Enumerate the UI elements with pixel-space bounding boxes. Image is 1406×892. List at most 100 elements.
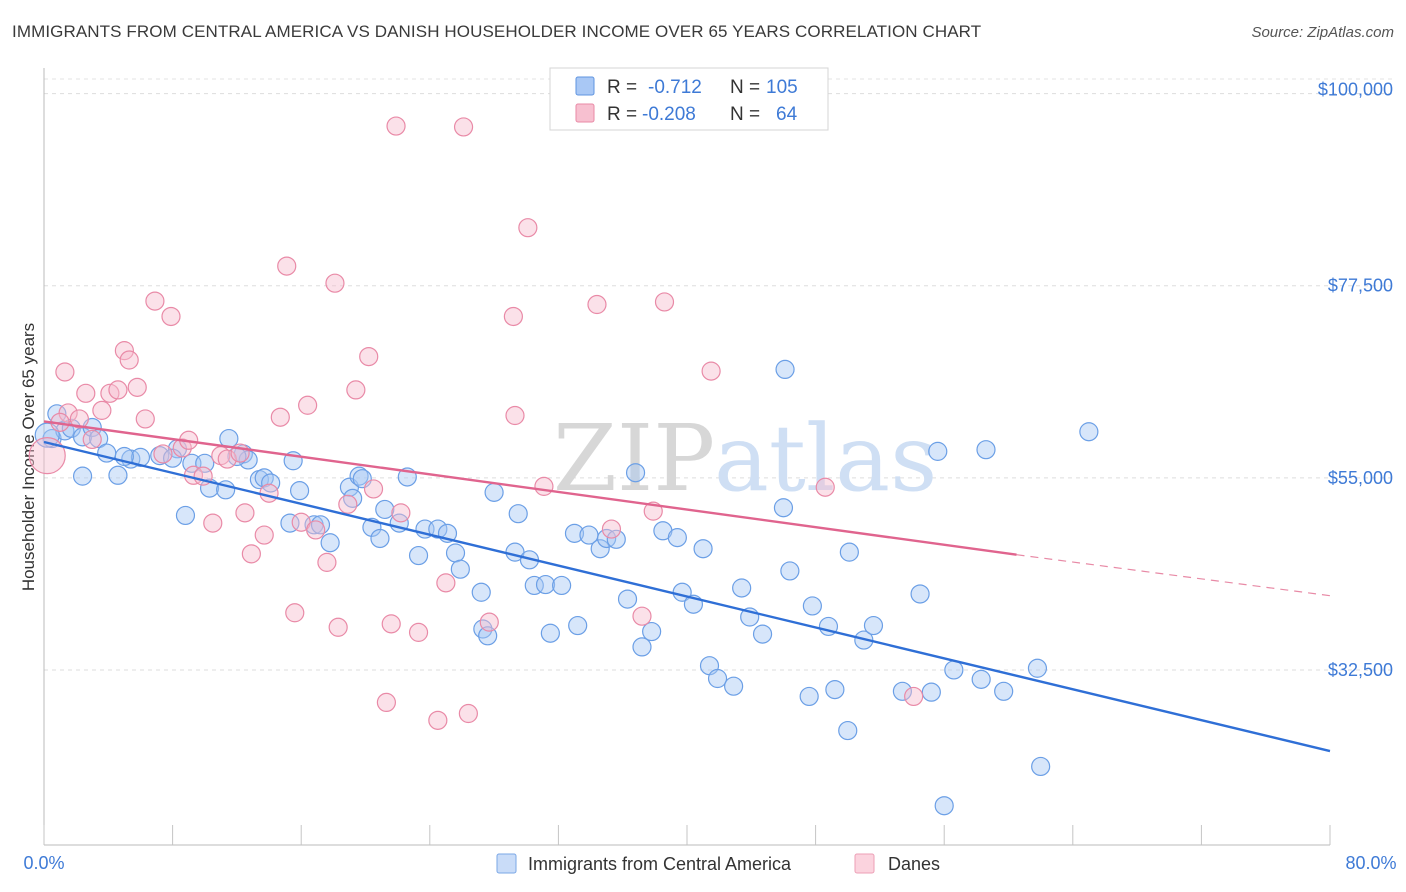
data-point-danes: [601, 519, 622, 539]
data-point-danes: [108, 380, 128, 400]
data-point-danes: [376, 692, 396, 713]
data-point-danes: [172, 438, 192, 458]
data-point-immigrants: [910, 584, 930, 604]
data-point-danes: [145, 291, 165, 311]
bottom-legend-label-danes: Danes: [888, 854, 940, 874]
data-point-immigrants: [642, 621, 662, 642]
data-point-immigrants: [408, 545, 429, 566]
series-legend: Immigrants from Central America Danes: [496, 853, 940, 874]
legend-n-value-1: 105: [766, 77, 798, 98]
data-point-immigrants: [428, 519, 448, 539]
data-point-immigrants: [863, 615, 884, 636]
data-point-danes: [135, 409, 155, 429]
data-point-immigrants: [976, 440, 996, 460]
data-point-immigrants: [994, 681, 1014, 701]
series-danes: [28, 116, 924, 730]
data-point-immigrants: [72, 466, 93, 486]
data-point-immigrants: [892, 681, 913, 701]
y-tick-label: $100,000: [1318, 80, 1393, 100]
data-point-immigrants: [632, 637, 652, 657]
data-point-immigrants: [175, 505, 196, 526]
data-point-immigrants: [320, 533, 340, 553]
data-point-immigrants: [802, 596, 822, 616]
data-point-immigrants: [825, 679, 845, 700]
data-point-immigrants: [597, 528, 617, 549]
data-point-danes: [28, 437, 66, 475]
trend-line-danes-extrapolated: [1016, 554, 1331, 597]
data-point-danes: [306, 520, 326, 540]
data-point-immigrants: [693, 539, 713, 559]
data-point-danes: [428, 710, 448, 730]
data-point-immigrants: [471, 582, 491, 602]
data-point-danes: [325, 273, 345, 293]
data-point-immigrants: [707, 668, 728, 689]
data-point-danes: [453, 117, 474, 137]
x-tick-label-min: 0.0%: [23, 853, 64, 873]
legend-n-label-1: N =: [730, 77, 760, 98]
data-point-danes: [701, 361, 721, 381]
data-point-danes: [479, 612, 499, 632]
bottom-legend-swatch-pink: [854, 853, 875, 874]
data-point-immigrants: [1027, 658, 1048, 678]
data-point-immigrants: [773, 498, 794, 518]
data-point-danes: [408, 622, 429, 642]
legend-box: [549, 67, 829, 131]
legend-swatch-blue: [575, 76, 595, 96]
data-point-danes: [153, 444, 173, 464]
data-point-danes: [241, 544, 261, 564]
data-point-immigrants: [625, 463, 646, 483]
data-point-danes: [69, 409, 89, 429]
data-point-danes: [161, 306, 181, 327]
data-point-immigrants: [535, 574, 556, 595]
data-point-danes: [505, 405, 525, 426]
data-point-immigrants: [838, 720, 858, 741]
data-point-danes: [119, 350, 139, 370]
data-point-danes: [359, 347, 379, 367]
data-point-immigrants: [617, 589, 638, 609]
data-point-immigrants: [261, 473, 281, 493]
data-point-immigrants: [450, 559, 470, 579]
data-point-danes: [346, 380, 366, 400]
data-point-immigrants: [928, 441, 948, 461]
y-tick-label: $32,500: [1328, 660, 1393, 680]
data-point-danes: [363, 479, 384, 499]
x-tick-label-max: 80.0%: [1345, 853, 1396, 873]
data-point-immigrants: [839, 542, 859, 562]
data-point-immigrants: [732, 578, 752, 598]
data-point-danes: [285, 603, 305, 623]
data-point-danes: [55, 362, 75, 382]
y-axis-labels: $32,500 $55,000 $77,500 $100,000: [1318, 80, 1393, 680]
data-point-immigrants: [370, 528, 390, 549]
data-point-immigrants: [568, 615, 588, 636]
data-point-danes: [587, 294, 607, 315]
data-point-danes: [254, 525, 274, 545]
data-point-danes: [277, 256, 297, 276]
data-point-immigrants: [445, 543, 466, 563]
bottom-legend-swatch-blue: [496, 853, 517, 874]
data-point-immigrants: [934, 796, 954, 816]
data-point-danes: [534, 476, 554, 496]
legend-r-value-1: -0.712: [648, 77, 702, 98]
data-point-immigrants: [349, 466, 369, 486]
data-point-immigrants: [971, 669, 991, 689]
data-point-danes: [458, 703, 478, 724]
legend-r-label-1: R =: [607, 77, 637, 98]
data-point-immigrants: [724, 676, 744, 696]
data-point-danes: [114, 341, 134, 361]
legend-r-label-2: R =: [607, 104, 637, 125]
data-point-immigrants: [590, 539, 610, 559]
data-point-immigrants: [108, 465, 128, 485]
data-point-danes: [92, 400, 112, 420]
data-point-immigrants: [799, 686, 819, 707]
y-tick-label: $55,000: [1328, 468, 1393, 488]
bottom-legend-label-immigrants: Immigrants from Central America: [528, 854, 792, 874]
data-point-immigrants: [163, 448, 183, 468]
watermark-zip: ZIP: [553, 405, 715, 512]
data-point-immigrants: [540, 623, 560, 643]
data-point-immigrants: [752, 624, 773, 644]
data-point-immigrants: [34, 422, 60, 448]
correlation-legend: R = -0.712 N = 105 R = -0.208 N = 64: [549, 67, 829, 131]
data-point-danes: [338, 494, 358, 514]
y-axis-title: Householder Income Over 65 years: [19, 323, 38, 591]
